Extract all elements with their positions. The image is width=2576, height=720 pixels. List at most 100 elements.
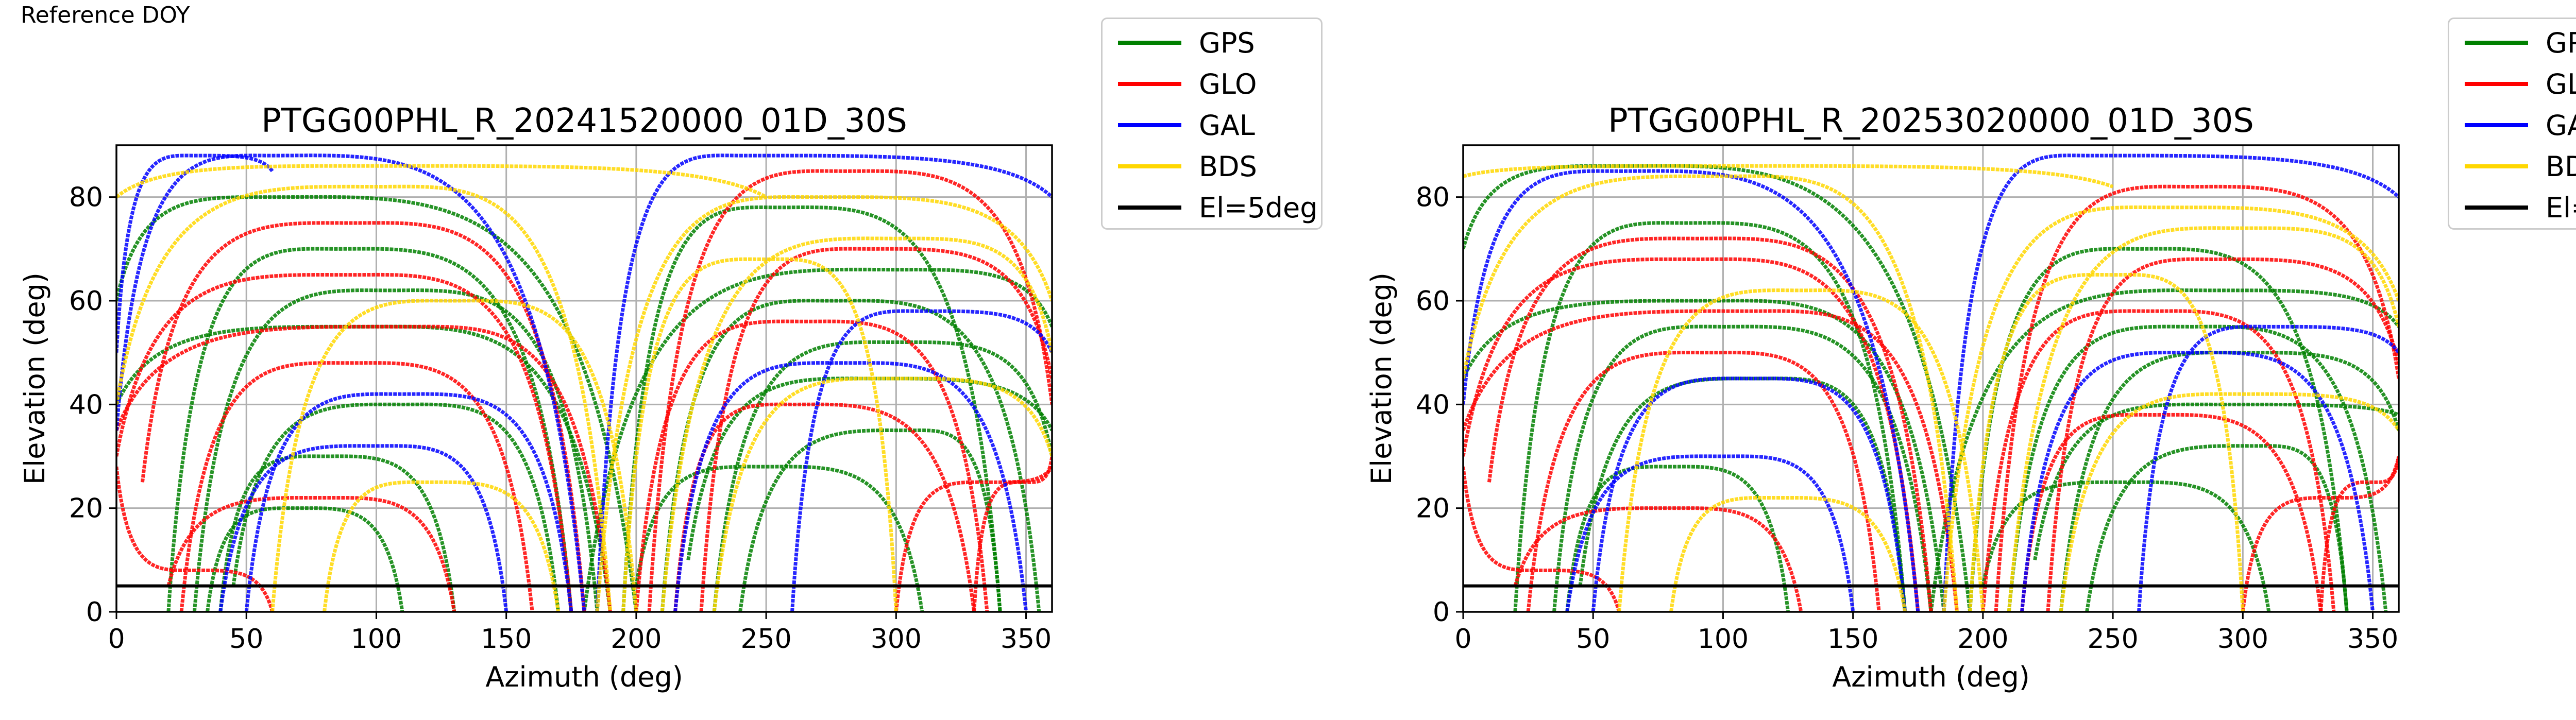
x-tick-label: 0	[1454, 624, 1471, 655]
x-axis-label: Azimuth (deg)	[1832, 661, 2030, 693]
x-tick-label: 300	[2217, 624, 2268, 655]
track-gps	[634, 465, 924, 612]
x-tick-label: 350	[2347, 624, 2398, 655]
track-glo	[2046, 257, 2399, 612]
x-tick-label: 50	[1576, 624, 1610, 655]
track-glo	[2020, 413, 2323, 612]
y-tick-label: 0	[1433, 597, 1450, 628]
y-tick-label: 80	[1416, 182, 1450, 213]
x-tick-label: 0	[108, 624, 125, 655]
track-bds	[1463, 164, 2114, 188]
track-glo	[894, 466, 1052, 612]
track-glo	[179, 361, 534, 612]
chart-left: 0 50 100 150 200 250 300 350 0 20 40 60 80 PTGG00PHL_…	[19, 102, 1053, 693]
legend-entry-el5: El=5deg	[2449, 187, 2576, 228]
track-glo	[634, 319, 989, 612]
y-tick-label: 60	[1416, 286, 1450, 317]
track-glo	[1513, 506, 1803, 612]
track-gps	[2033, 402, 2399, 560]
plot-frame	[1462, 144, 2400, 613]
legend-entry-gal: GAL	[2449, 105, 2576, 146]
track-bds	[1669, 495, 1907, 612]
track-gps	[1968, 247, 2349, 612]
legend-swatch-bds	[2465, 164, 2528, 168]
track-gal	[790, 309, 1052, 612]
track-glo	[116, 466, 275, 612]
data-layer	[116, 153, 1052, 612]
x-tick-label: 200	[1957, 624, 2008, 655]
chart-panel-left: 0 50 100 150 200 250 300 350 0 20 40 60 80 PTGG00PHL_…	[19, 18, 1323, 693]
track-glo	[1487, 236, 1933, 612]
track-bds	[1463, 174, 1959, 612]
track-bds	[116, 184, 612, 612]
track-glo	[1526, 350, 1881, 612]
x-tick-label: 250	[2087, 624, 2138, 655]
legend-swatch-bds	[1118, 164, 1181, 168]
legend-swatch-gps	[1118, 41, 1181, 45]
track-bds	[621, 257, 898, 612]
track-glo	[2319, 456, 2399, 612]
track-gps	[1463, 299, 1946, 612]
track-glo	[1981, 309, 2336, 612]
track-glo	[699, 247, 1052, 612]
y-tick-label: 60	[69, 286, 103, 317]
y-tick-label: 0	[86, 597, 103, 628]
track-bds	[660, 236, 1052, 612]
legend-swatch-gal	[1118, 123, 1181, 127]
series-bds	[116, 164, 1052, 612]
track-bds	[1942, 205, 2399, 612]
x-tick-label: 350	[1001, 624, 1052, 655]
x-tick-label: 150	[481, 624, 532, 655]
track-gal	[1591, 376, 1907, 612]
track-gps	[116, 195, 638, 612]
legend-right: GPS GLO GAL BDS El=5deg	[2448, 18, 2576, 230]
track-glo	[1463, 309, 1959, 612]
x-tick-label: 50	[229, 624, 263, 655]
chart-title: PTGG00PHL_R_20241520000_01D_30S	[261, 102, 907, 140]
track-gal	[2137, 324, 2399, 612]
x-tick-label: 250	[740, 624, 791, 655]
legend-label-gps: GPS	[2546, 27, 2576, 59]
track-gal	[116, 153, 586, 612]
track-glo	[1463, 257, 1920, 612]
track-gal	[595, 153, 1052, 612]
legend-entry-bds: BDS	[2449, 146, 2576, 187]
track-bds	[595, 195, 1052, 612]
y-tick-label: 40	[69, 389, 103, 420]
chart-title: PTGG00PHL_R_20253020000_01D_30S	[1608, 102, 2254, 140]
reference-doy-label: Reference DOY	[21, 2, 190, 28]
data-layer	[1463, 153, 2399, 612]
series-gal	[116, 153, 1052, 612]
track-gal	[1463, 169, 1920, 612]
track-gal	[673, 361, 1028, 612]
track-gps	[582, 267, 1052, 612]
legend-entry-glo: GLO	[2449, 63, 2576, 105]
y-axis-label: Elevation (deg)	[19, 272, 51, 485]
track-gps	[1981, 480, 2271, 612]
legend-label-glo: GLO	[1199, 68, 1257, 100]
chart-right: 0 50 100 150 200 250 300 350 0 20 40 60 80 PTGG00PHL_…	[1365, 102, 2400, 693]
track-gal	[218, 444, 509, 612]
x-tick-label: 200	[611, 624, 662, 655]
track-glo	[166, 495, 456, 612]
legend-entry-el5: El=5deg	[1103, 187, 1321, 228]
track-gps	[1513, 221, 1907, 612]
track-glo	[116, 324, 612, 612]
track-glo	[972, 456, 1052, 612]
track-bds	[712, 376, 1052, 612]
track-gps	[712, 340, 1052, 612]
legend-entry-gps: GPS	[2449, 22, 2576, 63]
legend-swatch-gal	[2465, 123, 2528, 127]
track-bds	[2059, 392, 2399, 612]
track-glo	[673, 402, 976, 612]
track-gal	[244, 392, 573, 612]
track-gps	[166, 247, 573, 612]
legend-left: GPS GLO GAL BDS El=5deg	[1101, 18, 1323, 230]
legend-label-bds: BDS	[1199, 150, 1257, 183]
x-tick-label: 100	[1698, 624, 1749, 655]
track-gps	[206, 506, 404, 612]
y-tick-label: 40	[1416, 389, 1450, 420]
legend-swatch-el5	[2465, 205, 2528, 210]
track-glo	[116, 272, 573, 612]
chart-panel-right: 0 50 100 150 200 250 300 350 0 20 40 60 80 PTGG00PHL_…	[1347, 0, 2576, 720]
